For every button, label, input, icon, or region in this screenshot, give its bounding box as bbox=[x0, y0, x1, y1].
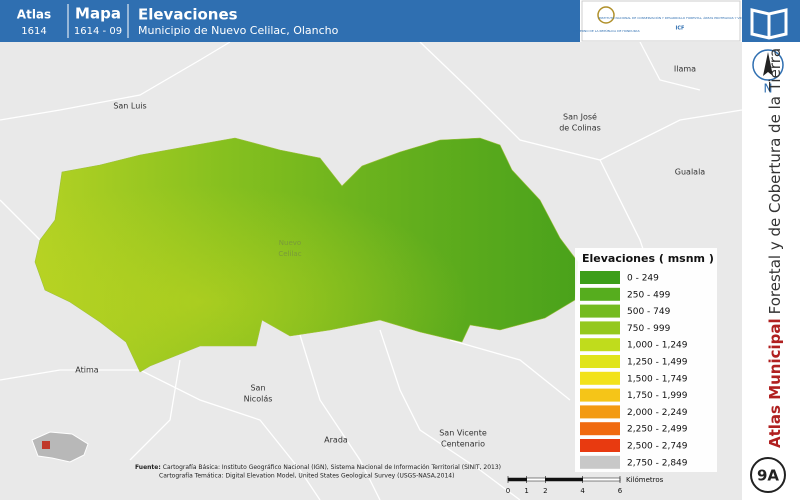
boundary-line bbox=[419, 41, 743, 161]
place-label: Nicolás bbox=[244, 395, 273, 404]
boundary-line bbox=[0, 41, 231, 121]
scale-segment bbox=[582, 477, 621, 482]
roads bbox=[0, 41, 743, 500]
boundary-line bbox=[0, 369, 321, 500]
legend-label: 0 - 249 bbox=[627, 274, 659, 284]
place-label: Centenario bbox=[441, 440, 485, 449]
legend-label: 1,250 - 1,499 bbox=[627, 358, 688, 368]
header-bar bbox=[0, 0, 580, 42]
legend-swatch bbox=[580, 422, 620, 436]
logo-box bbox=[581, 0, 741, 42]
place-label: Gualala bbox=[675, 168, 706, 177]
map-label: Mapa bbox=[75, 5, 121, 23]
legend-swatch bbox=[580, 455, 620, 469]
sheet-badge bbox=[750, 457, 786, 493]
legend-label: 750 - 999 bbox=[627, 324, 671, 334]
boundary-line bbox=[299, 334, 381, 500]
place-label: Arada bbox=[324, 436, 348, 445]
institute-name: INSTITUTO NACIONAL DE CONSERVACIÓN Y DES… bbox=[599, 15, 762, 20]
side-title-emphasis: Atlas Municipal bbox=[766, 318, 784, 448]
place-label: Ilama bbox=[674, 65, 696, 74]
legend-title: Elevaciones ( msnm ) bbox=[582, 252, 714, 265]
place-label: San José bbox=[563, 112, 597, 122]
relief-shade bbox=[35, 138, 578, 372]
source-text: Fuente: Cartografía Básica: Instituto Geo… bbox=[135, 464, 501, 471]
inset-location bbox=[42, 441, 50, 449]
place-label: de Colinas bbox=[559, 124, 601, 133]
legend-label: 2,250 - 2,499 bbox=[627, 425, 688, 435]
place-label: San Luis bbox=[113, 102, 146, 111]
side-title-rest: Forestal y de Cobertura de la Tierra bbox=[766, 48, 784, 314]
legend-label: 2,500 - 2,749 bbox=[627, 442, 688, 452]
atlas-label: Atlas bbox=[17, 8, 51, 22]
government-name: GOBIERNO DE LA REPÚBLICA DE HONDURAS bbox=[572, 28, 639, 33]
boundary-line bbox=[639, 41, 701, 91]
scale-tick-label: 2 bbox=[543, 487, 547, 495]
legend-label: 1,750 - 1,999 bbox=[627, 391, 688, 401]
boundary-line bbox=[379, 329, 521, 500]
legend-label: 250 - 499 bbox=[627, 290, 671, 300]
boundary-line bbox=[0, 199, 41, 241]
legend-swatch bbox=[580, 287, 620, 301]
north-arrow bbox=[763, 52, 773, 76]
legend-label: 2,750 - 2,849 bbox=[627, 458, 688, 468]
place-label: Celilac bbox=[278, 250, 301, 258]
legend-swatch bbox=[580, 439, 620, 452]
source-line: Cartografía Temática: Digital Elevation … bbox=[159, 473, 454, 480]
scale-segment bbox=[545, 477, 583, 482]
government-emblem bbox=[597, 6, 615, 24]
source-line: Cartografía Básica: Instituto Geográfico… bbox=[163, 464, 501, 471]
institute-acronym: ICF bbox=[676, 26, 685, 32]
book-icon bbox=[750, 8, 788, 40]
scale-tick-label: 4 bbox=[580, 487, 585, 495]
legend-swatch bbox=[580, 321, 620, 335]
legend-swatch bbox=[580, 271, 620, 284]
scale-tick-label: 1 bbox=[524, 487, 528, 495]
scale-tick-label: 6 bbox=[618, 487, 623, 495]
map-subtitle: Municipio de Nuevo Celilac, Olancho bbox=[138, 24, 339, 37]
source-label: Fuente: bbox=[135, 464, 161, 471]
place-label: San Vicente bbox=[439, 429, 487, 438]
scale-tick-label: 0 bbox=[506, 487, 510, 495]
sheet-code: 9A bbox=[757, 467, 779, 485]
legend-label: 1,500 - 1,749 bbox=[627, 374, 688, 384]
legend-swatch bbox=[580, 371, 620, 385]
place-label: Atima bbox=[75, 366, 98, 375]
map-title: Elevaciones bbox=[138, 6, 238, 24]
atlas-number: 1614 bbox=[21, 26, 46, 37]
scale-segment bbox=[507, 477, 527, 482]
map-number: 1614 - 09 bbox=[74, 26, 122, 37]
legend-swatch bbox=[580, 355, 620, 368]
legend-label: 500 - 749 bbox=[627, 307, 671, 317]
place-label: San bbox=[250, 384, 265, 393]
side-title: Atlas Municipal Forestal y de Cobertura d… bbox=[766, 48, 784, 448]
legend-label: 1,000 - 1,249 bbox=[627, 341, 688, 351]
boundary-line bbox=[129, 359, 181, 461]
legend-swatch bbox=[580, 388, 620, 402]
country-inset bbox=[31, 431, 89, 463]
legend-swatch bbox=[580, 405, 620, 419]
legend-label: 2,000 - 2,249 bbox=[627, 408, 688, 418]
boundary-line bbox=[449, 339, 571, 401]
place-label: Nuevo bbox=[279, 239, 301, 247]
legend-swatch bbox=[580, 304, 620, 318]
north-label: N bbox=[764, 82, 773, 96]
legend-swatch bbox=[580, 338, 620, 352]
scale-segment bbox=[526, 477, 546, 482]
scale-unit: Kilómetros bbox=[626, 476, 664, 484]
